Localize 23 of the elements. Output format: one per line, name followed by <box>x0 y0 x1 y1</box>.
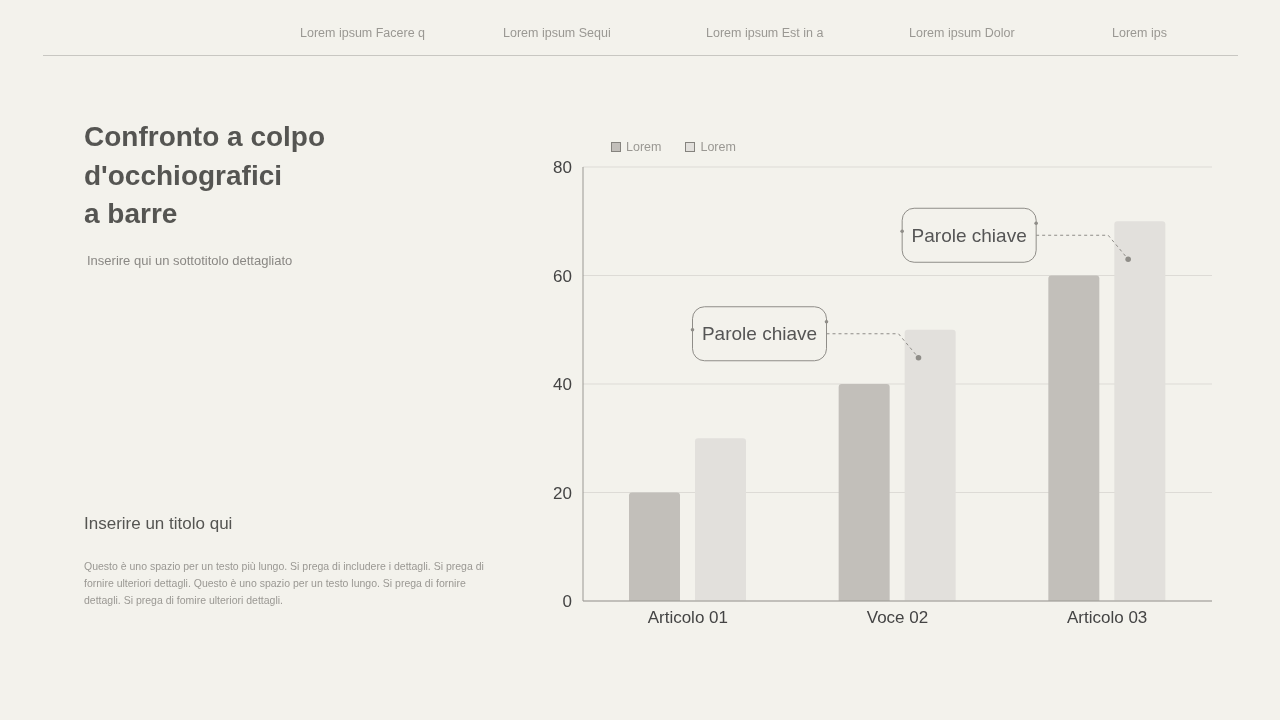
y-tick-label: 20 <box>553 483 572 503</box>
x-tick-label: Articolo 01 <box>647 608 728 628</box>
text: Lorem ipsum Est in a <box>706 26 824 40</box>
x-tick-label: Voce 02 <box>866 608 929 628</box>
annotation: Parole chiave <box>701 323 818 345</box>
legend-label: Lorem <box>626 140 662 154</box>
y-tick-label: 60 <box>553 266 572 286</box>
legend-label: Lorem <box>700 140 736 154</box>
text: Lorem ips <box>1112 26 1167 40</box>
text: Lorem ipsum Sequi <box>503 26 611 40</box>
y-tick-label: 0 <box>562 592 572 612</box>
text: Confronto a colpo d'occhiografici a barre <box>84 120 326 231</box>
text: Inserire qui un sottotitolo dettagliato <box>87 253 293 268</box>
bar <box>1048 275 1100 601</box>
text: Lorem ipsum Dolor <box>909 26 1015 40</box>
x-tick-label: Articolo 03 <box>1067 608 1148 628</box>
annotation: Parole chiave <box>911 224 1027 246</box>
y-tick-label: 40 <box>553 375 572 395</box>
bar <box>629 492 680 601</box>
text: Lorem ipsum Facere q <box>300 26 426 40</box>
text: Inserire un titolo qui <box>84 514 233 534</box>
y-tick-label: 80 <box>553 158 572 178</box>
bar <box>838 384 890 601</box>
